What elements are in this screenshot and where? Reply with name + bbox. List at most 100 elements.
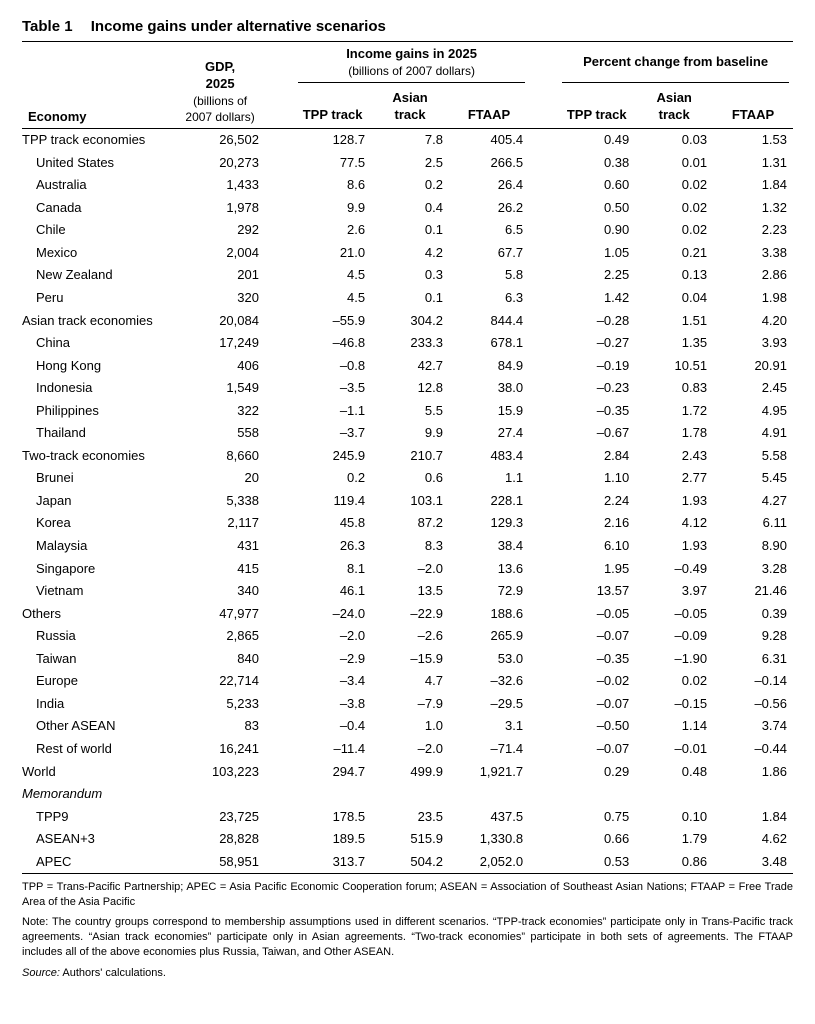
economy-cell: APEC [22,850,175,873]
value-cell: 22,714 [175,670,265,693]
value-cell: 0.03 [635,128,713,151]
value-cell [449,783,529,806]
value-cell: 23,725 [175,805,265,828]
value-cell: 6.11 [713,512,793,535]
value-cell: 47,977 [175,602,265,625]
value-cell: 13.5 [371,580,449,603]
economy-cell: ASEAN+3 [22,828,175,851]
value-cell: 21.46 [713,580,793,603]
table-row: China17,249–46.8233.3678.1–0.271.353.93 [22,332,793,355]
value-cell: 67.7 [449,241,529,264]
value-cell: 2.6 [294,219,371,242]
economy-cell: New Zealand [22,264,175,287]
value-cell: 20.91 [713,354,793,377]
value-cell: 128.7 [294,128,371,151]
value-cell: 38.0 [449,377,529,400]
value-cell [713,783,793,806]
value-cell: 5.45 [713,467,793,490]
value-cell: 4.95 [713,399,793,422]
table-row: Asian track economies20,084–55.9304.2844… [22,309,793,332]
value-cell: 26.3 [294,535,371,558]
value-cell: 4.2 [371,241,449,264]
table-row: India5,233–3.8–7.9–29.5–0.07–0.15–0.56 [22,692,793,715]
value-cell: 0.01 [635,151,713,174]
value-cell: 0.2 [294,467,371,490]
value-cell: 1.72 [635,399,713,422]
value-cell: 1,433 [175,174,265,197]
value-cell: 415 [175,557,265,580]
footnotes: TPP = Trans-Pacific Partnership; APEC = … [22,880,793,981]
value-cell: –1.90 [635,647,713,670]
economy-cell: TPP9 [22,805,175,828]
value-cell: 1.53 [713,128,793,151]
value-cell: –0.01 [635,737,713,760]
value-cell: 2,004 [175,241,265,264]
value-cell: 20,084 [175,309,265,332]
value-cell: 0.1 [371,287,449,310]
value-cell: 405.4 [449,128,529,151]
value-cell: 83 [175,715,265,738]
value-cell: 38.4 [449,535,529,558]
value-cell: –7.9 [371,692,449,715]
table-row: TPP923,725178.523.5437.50.750.101.84 [22,805,793,828]
value-cell: –11.4 [294,737,371,760]
table-row: Canada1,9789.90.426.20.500.021.32 [22,196,793,219]
value-cell: 0.53 [558,850,635,873]
value-cell: 2.43 [635,444,713,467]
value-cell: 178.5 [294,805,371,828]
value-cell: 21.0 [294,241,371,264]
value-cell: 2.86 [713,264,793,287]
value-cell: –0.09 [635,625,713,648]
value-cell: 4.12 [635,512,713,535]
table-row: TPP track economies26,502128.77.8405.40.… [22,128,793,151]
footnote-abbrev: TPP = Trans-Pacific Partnership; APEC = … [22,880,793,910]
table-row: New Zealand2014.50.35.82.250.132.86 [22,264,793,287]
table-row: Indonesia1,549–3.512.838.0–0.230.832.45 [22,377,793,400]
value-cell: 6.3 [449,287,529,310]
value-cell: 23.5 [371,805,449,828]
economy-cell: Hong Kong [22,354,175,377]
table-row: Peru3204.50.16.31.420.041.98 [22,287,793,310]
value-cell: 1.35 [635,332,713,355]
value-cell: –0.27 [558,332,635,355]
value-cell: –0.07 [558,625,635,648]
value-cell: 188.6 [449,602,529,625]
value-cell: 2,052.0 [449,850,529,873]
value-cell: 2,865 [175,625,265,648]
economy-cell: Indonesia [22,377,175,400]
value-cell: 0.75 [558,805,635,828]
value-cell: 6.5 [449,219,529,242]
value-cell: 58,951 [175,850,265,873]
table-row: Brunei200.20.61.11.102.775.45 [22,467,793,490]
value-cell: 1.79 [635,828,713,851]
value-cell: 1.1 [449,467,529,490]
value-cell: –2.0 [371,737,449,760]
economy-cell: Asian track economies [22,309,175,332]
value-cell: 1.31 [713,151,793,174]
value-cell: 1,978 [175,196,265,219]
value-cell: 1.86 [713,760,793,783]
value-cell: 2.45 [713,377,793,400]
value-cell: 5,338 [175,489,265,512]
table-row: ASEAN+328,828189.5515.91,330.80.661.794.… [22,828,793,851]
value-cell: 322 [175,399,265,422]
value-cell: 304.2 [371,309,449,332]
value-cell: –0.49 [635,557,713,580]
value-cell: 189.5 [294,828,371,851]
footnote-note: Note: The country groups correspond to m… [22,915,793,960]
value-cell: 2.5 [371,151,449,174]
value-cell: –29.5 [449,692,529,715]
value-cell: 9.9 [294,196,371,219]
value-cell: 3.38 [713,241,793,264]
table-row: Others47,977–24.0–22.9188.6–0.05–0.050.3… [22,602,793,625]
value-cell: –32.6 [449,670,529,693]
value-cell: –24.0 [294,602,371,625]
table-row: World103,223294.7499.91,921.70.290.481.8… [22,760,793,783]
value-cell: 1.84 [713,174,793,197]
value-cell: 0.4 [371,196,449,219]
economy-cell: Philippines [22,399,175,422]
value-cell: 245.9 [294,444,371,467]
value-cell: 0.60 [558,174,635,197]
value-cell: 20 [175,467,265,490]
value-cell: –46.8 [294,332,371,355]
